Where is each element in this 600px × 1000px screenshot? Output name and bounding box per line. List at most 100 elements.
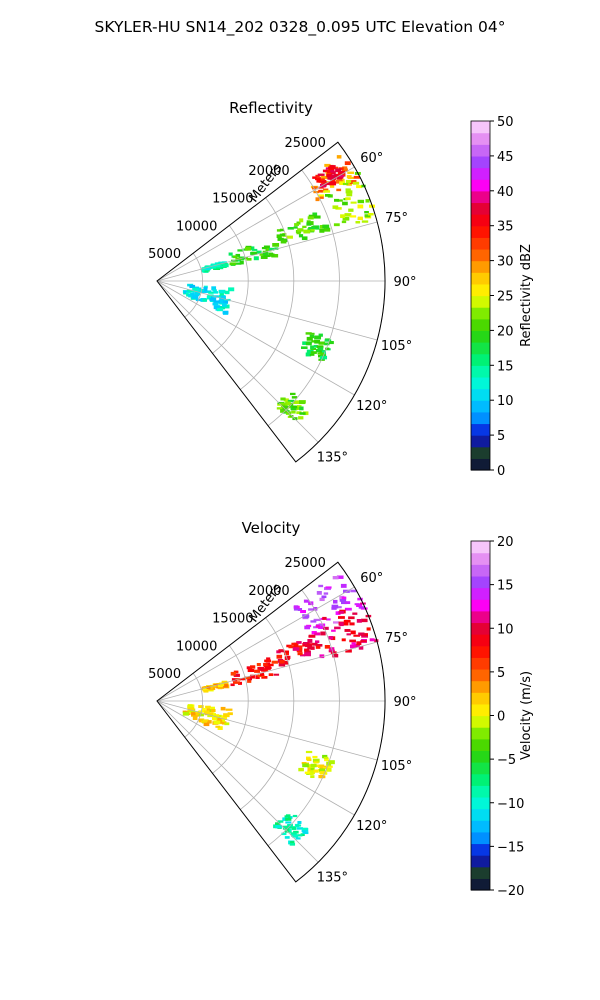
- echo-cell: [212, 716, 217, 721]
- echo-cell: [302, 642, 308, 647]
- echo-cell: [261, 676, 268, 679]
- echo-cell: [331, 177, 336, 180]
- colorbar-segment: [471, 622, 490, 635]
- echo-cell: [221, 303, 227, 308]
- echo-cell: [300, 610, 307, 614]
- azimuth-spoke: [156, 641, 378, 702]
- echo-cell: [310, 646, 315, 650]
- echo-cell: [187, 707, 195, 711]
- colorbar-segment: [471, 831, 490, 845]
- echo-cell: [297, 821, 302, 824]
- echo-cell: [317, 173, 325, 176]
- echo-cell: [259, 666, 265, 671]
- echo-cell: [277, 820, 284, 823]
- echo-cell: [282, 406, 289, 410]
- echo-cell: [191, 712, 196, 716]
- colorbar-segment: [471, 458, 490, 471]
- echo-cell: [310, 229, 315, 232]
- echo-cell: [289, 842, 296, 846]
- echo-cell: [303, 642, 310, 645]
- radial-tick-label: 20000: [248, 164, 289, 179]
- colorbar-segment: [471, 657, 490, 670]
- colorbar-segment: [471, 365, 490, 378]
- echo-cell: [298, 416, 304, 420]
- echo-cell: [342, 166, 348, 170]
- echo-cell: [317, 194, 325, 197]
- echo-cell: [323, 756, 329, 759]
- echo-cell: [247, 669, 255, 673]
- echo-cell: [318, 189, 323, 193]
- echo-cell: [319, 771, 327, 775]
- echo-cell: [325, 167, 331, 170]
- echo-cell: [308, 635, 313, 638]
- echo-cell: [284, 836, 290, 839]
- echo-cell: [290, 832, 297, 836]
- echo-cell: [280, 409, 287, 413]
- echo-cell: [329, 184, 335, 188]
- echo-cell: [225, 708, 233, 711]
- echo-cell: [325, 586, 332, 589]
- echo-cell: [327, 765, 333, 768]
- azimuth-tick-label: 120°: [356, 819, 387, 834]
- colorbar-segment: [471, 575, 490, 589]
- echo-cell: [211, 286, 217, 291]
- echo-cell: [336, 155, 342, 159]
- colorbar-tick-label: 35: [497, 220, 514, 235]
- echo-cell: [350, 201, 357, 204]
- colorbar-tick-label: −20: [497, 884, 524, 899]
- colorbar-tick-label: 5: [497, 429, 505, 444]
- velocity-panel: Velocity 5000 10000 15000 20000 25000 60° 75° 90…: [148, 519, 534, 899]
- echo-cell: [321, 595, 327, 599]
- echo-cell: [345, 179, 352, 183]
- colorbar-segment: [471, 225, 490, 238]
- echo-cell: [320, 631, 326, 636]
- echo-cell: [272, 243, 280, 247]
- echo-cell: [307, 639, 313, 643]
- echo-cell: [346, 193, 353, 197]
- echo-cell: [253, 256, 259, 261]
- echo-cell: [310, 351, 317, 354]
- colorbar-segment: [471, 144, 490, 157]
- echo-cell: [303, 411, 309, 416]
- echo-cell: [326, 618, 331, 621]
- echo-cell: [321, 181, 327, 184]
- echo-cell: [315, 645, 321, 649]
- echo-cell: [299, 406, 304, 411]
- echo-cell: [198, 710, 206, 713]
- echo-cell: [275, 825, 283, 829]
- echo-cell: [348, 208, 354, 212]
- echo-cell: [197, 290, 204, 294]
- echo-cell: [222, 263, 229, 268]
- echo-cell: [356, 185, 363, 189]
- colorbar-segment: [471, 820, 490, 833]
- echo-cell: [303, 615, 309, 618]
- colorbar-segment: [471, 715, 490, 728]
- echo-cell: [320, 178, 325, 181]
- echo-cell: [306, 758, 312, 762]
- echo-cell: [280, 240, 287, 244]
- radial-tick-label: 5000: [148, 667, 181, 682]
- echo-cell: [309, 332, 315, 335]
- echo-cell: [335, 606, 342, 609]
- echo-cell: [314, 335, 322, 340]
- azimuth-tick-label: 120°: [356, 399, 387, 414]
- echo-cell: [339, 170, 346, 175]
- echo-cell: [350, 644, 356, 649]
- echo-cell: [315, 349, 321, 353]
- colorbar-segment: [471, 342, 490, 355]
- echo-cell: [352, 181, 360, 185]
- echo-cell: [228, 287, 235, 292]
- echo-cell: [374, 639, 379, 643]
- colorbar-segment: [471, 564, 490, 577]
- echo-cell: [336, 188, 342, 192]
- colorbar-segment: [471, 307, 490, 320]
- echo-cell: [298, 234, 304, 238]
- echo-cell: [308, 227, 316, 230]
- echo-cell: [250, 665, 256, 669]
- echo-cell: [278, 649, 285, 653]
- azimuth-tick-label: 135°: [317, 450, 348, 465]
- colorbar-segment: [471, 541, 490, 554]
- azimuth-spoke: [156, 280, 378, 341]
- echo-cell: [202, 299, 208, 302]
- echo-cell: [306, 336, 313, 341]
